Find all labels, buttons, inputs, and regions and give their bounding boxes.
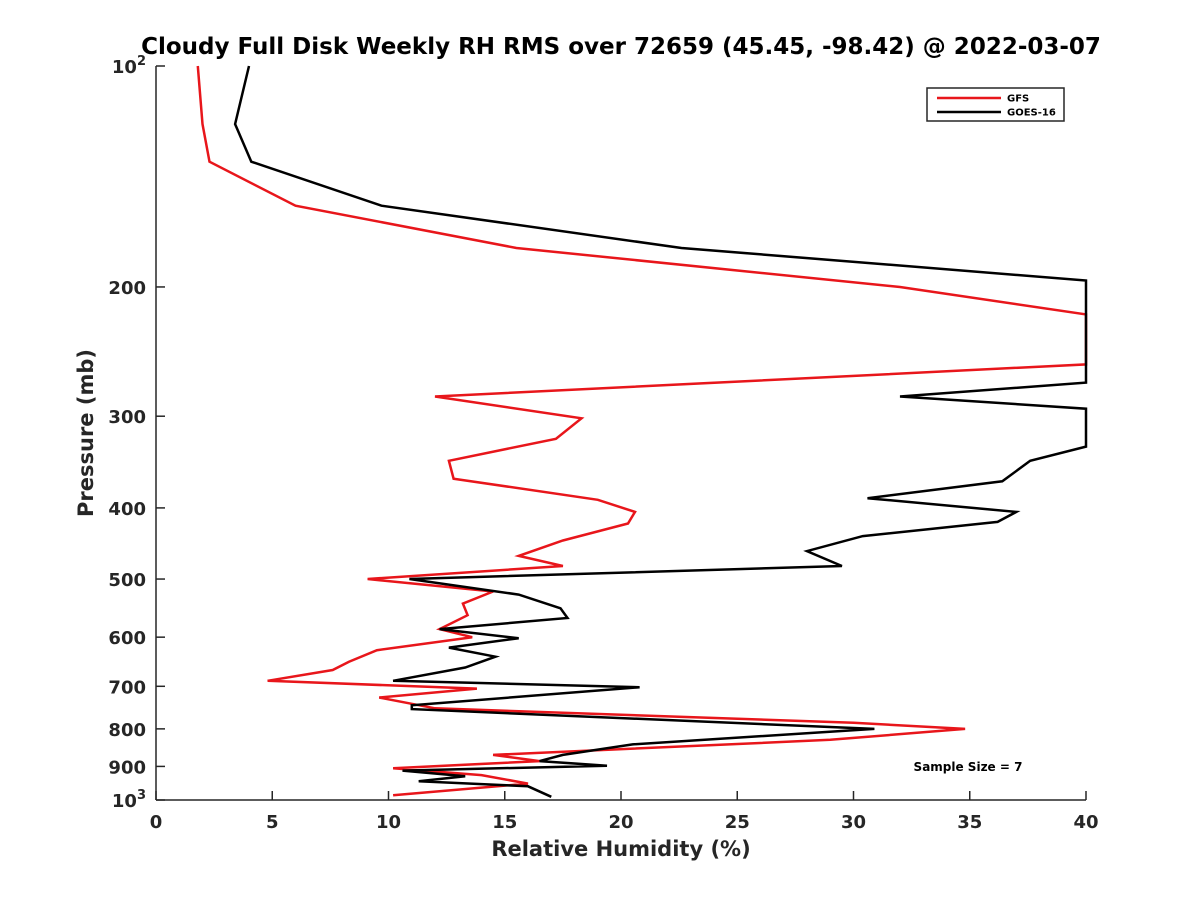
x-axis-label: Relative Humidity (%)	[491, 837, 750, 861]
y-tick-label: 900	[108, 757, 146, 778]
ticks: 0 5 10 15 20 25 30 35 40 102 200 300 400 500 600 700 800…	[108, 54, 1098, 833]
x-tick-label: 15	[492, 812, 517, 833]
x-tick-label: 5	[266, 812, 279, 833]
x-tick-label: 30	[841, 812, 866, 833]
y-tick-label: 500	[108, 570, 146, 591]
x-tick-label: 10	[376, 812, 401, 833]
x-tick-label: 0	[150, 812, 163, 833]
y-tick-label: 400	[108, 499, 146, 520]
series-line-gfs	[196, 65, 1088, 797]
sample-size-annotation: Sample Size = 7	[914, 760, 1023, 774]
y-tick-label: 200	[108, 278, 146, 299]
legend-box	[926, 87, 1065, 122]
y-tick-label: 102	[112, 54, 146, 78]
series-line-goes-16	[233, 65, 1088, 798]
x-tick-label: 25	[725, 812, 750, 833]
y-tick-label: 800	[108, 720, 146, 741]
y-tick-label: 103	[112, 788, 146, 812]
x-tick-label: 40	[1073, 812, 1098, 833]
x-tick-label: 20	[608, 812, 633, 833]
x-tick-label: 35	[957, 812, 982, 833]
legend-entry: GOES-16	[1007, 108, 1056, 119]
legend: GFS GOES-16	[926, 87, 1065, 122]
legend-entry: GFS	[1007, 94, 1029, 105]
y-axis-label: Pressure (mb)	[74, 349, 98, 517]
y-tick-label: 300	[108, 407, 146, 428]
y-tick-label: 600	[108, 628, 146, 649]
series-layer	[196, 65, 1088, 798]
y-tick-label: 700	[108, 677, 146, 698]
chart-title: Cloudy Full Disk Weekly RH RMS over 7265…	[141, 34, 1101, 60]
